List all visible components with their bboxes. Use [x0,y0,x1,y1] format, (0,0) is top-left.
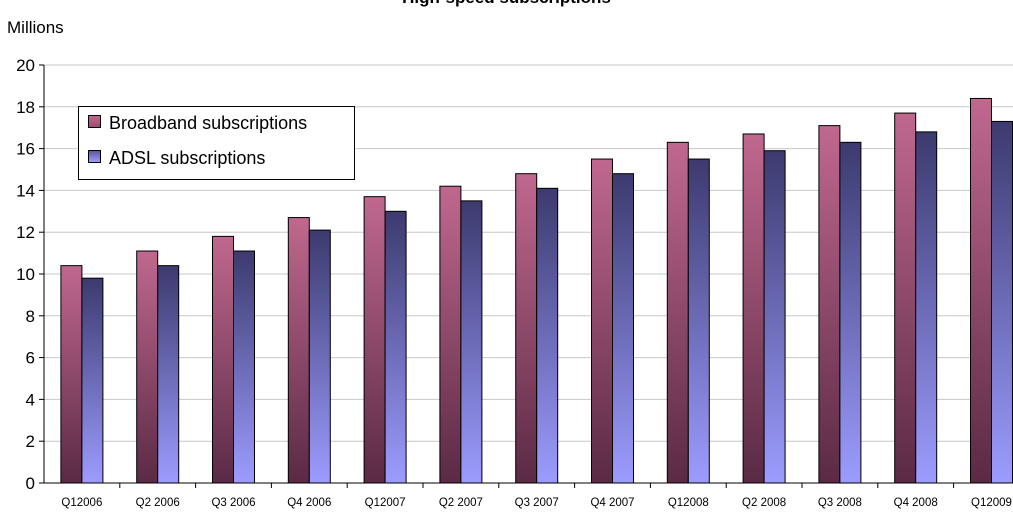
bar-adsl [308,229,331,484]
x-tick-label: Q4 2007 [590,497,634,509]
bar-adsl [81,277,104,484]
y-tick-label: 6 [26,349,35,368]
bar-broadband [439,185,462,484]
y-axis-units-label: Millions [7,18,64,37]
bar-broadband [212,235,234,484]
legend-label-broadband: Broadband subscriptions [109,113,308,133]
bar-adsl [233,250,255,484]
y-tick-label: 20 [16,56,35,75]
bar-broadband [591,158,613,484]
legend-label-adsl: ADSL subscriptions [109,148,266,168]
chart-title: High-speed subscriptions [0,0,1013,8]
bar-broadband [666,141,689,484]
bar-broadband [60,265,83,484]
legend-item-broadband: Broadband subscriptions [88,113,307,134]
bar-adsl [157,265,180,484]
y-tick-label: 2 [26,432,35,451]
bar-adsl [612,173,634,484]
y-tick-label: 18 [16,98,35,117]
bar-adsl [839,141,862,484]
legend-item-adsl: ADSL subscriptions [88,148,265,169]
bar-adsl [687,158,710,484]
bar-adsl [763,150,786,484]
x-tick-label: Q2 2008 [742,497,786,509]
x-tick-label: Q12006 [61,497,102,509]
x-tick-label: Q12007 [365,497,406,509]
bar-broadband [970,97,992,484]
bar-broadband [136,250,159,484]
chart-legend: Broadband subscriptions ADSL subscriptio… [78,106,355,180]
bar-broadband [818,125,841,484]
y-tick-label: 0 [26,474,35,493]
bar-broadband [363,196,386,484]
legend-swatch-adsl [88,150,101,163]
x-tick-label: Q3 2007 [515,497,559,509]
x-tick-label: Q12009 [971,497,1012,509]
bar-adsl [915,131,938,484]
bar-broadband [742,133,765,484]
bar-adsl [536,187,559,484]
bar-adsl [991,120,1013,484]
legend-swatch-broadband [88,115,101,128]
bar-broadband [515,173,538,484]
chart-title-container: High-speed subscriptions [0,0,1013,10]
y-tick-label: 10 [16,265,35,284]
bar-adsl [460,200,483,484]
y-tick-label: 8 [26,307,35,326]
bar-adsl [384,210,407,484]
y-tick-label: 16 [16,140,35,159]
bar-broadband [894,112,917,484]
y-tick-label: 12 [16,223,35,242]
y-tick-label: 14 [16,181,35,200]
x-tick-label: Q3 2006 [211,497,255,509]
x-tick-label: Q2 2006 [136,497,180,509]
y-tick-label: 4 [26,390,35,409]
x-tick-label: Q2 2007 [439,497,483,509]
bar-broadband [287,217,310,484]
x-tick-label: Q12008 [668,497,709,509]
x-tick-label: Q3 2008 [818,497,862,509]
x-tick-label: Q4 2006 [287,497,331,509]
x-tick-label: Q4 2008 [894,497,938,509]
